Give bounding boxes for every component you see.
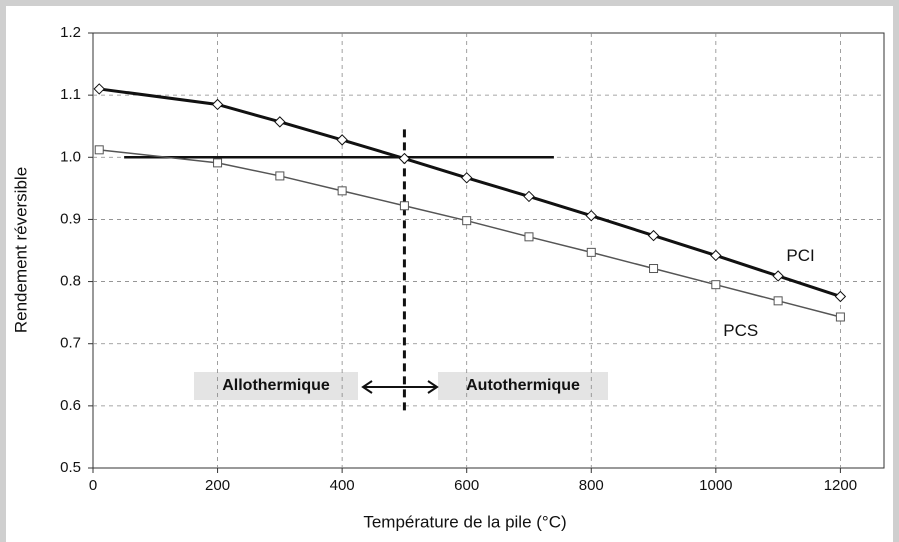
marker xyxy=(711,280,721,290)
y-tick-label: 1.1 xyxy=(60,86,81,103)
y-tick-label: 0.9 xyxy=(60,210,81,227)
marker xyxy=(462,216,472,226)
series-label: PCI xyxy=(786,246,814,265)
marker xyxy=(336,134,348,146)
y-tick-label: 0.8 xyxy=(60,273,81,290)
annotation-box xyxy=(194,372,358,400)
x-tick-label: 1200 xyxy=(824,477,857,494)
double-arrow xyxy=(361,380,439,394)
marker xyxy=(710,249,722,262)
marker xyxy=(772,270,784,282)
series-line xyxy=(99,149,841,318)
x-tick-label: 0 xyxy=(89,477,97,494)
x-tick-label: 600 xyxy=(454,477,479,494)
marker xyxy=(834,290,847,303)
y-tick-label: 1.2 xyxy=(60,24,81,41)
x-tick-label: 400 xyxy=(330,477,355,494)
marker xyxy=(773,296,783,306)
marker xyxy=(94,145,104,155)
marker xyxy=(211,98,224,111)
plot-area xyxy=(92,32,885,469)
y-axis-label: Rendement réversible xyxy=(11,167,30,333)
annotation: Autothermique xyxy=(466,377,580,394)
y-tick-label: 1.0 xyxy=(60,148,81,165)
marker xyxy=(399,201,409,211)
marker xyxy=(524,232,534,242)
x-tick-label: 800 xyxy=(579,477,604,494)
marker xyxy=(274,116,286,128)
y-tick-label: 0.5 xyxy=(60,459,81,476)
y-tick-label: 0.6 xyxy=(60,397,81,414)
marker xyxy=(586,247,596,257)
series-label: PCS xyxy=(723,321,758,340)
marker xyxy=(649,264,659,274)
annotation: Allothermique xyxy=(222,377,330,394)
y-tick-label: 0.7 xyxy=(60,335,81,352)
x-tick-label: 200 xyxy=(205,477,230,494)
marker xyxy=(647,229,660,242)
marker xyxy=(275,171,285,181)
marker xyxy=(213,158,223,168)
background xyxy=(6,6,893,542)
marker xyxy=(398,152,411,165)
marker xyxy=(93,83,105,95)
series-line xyxy=(99,87,841,298)
marker xyxy=(585,209,597,222)
marker xyxy=(337,186,347,196)
marker xyxy=(523,190,535,203)
x-tick-label: 1000 xyxy=(699,477,732,494)
marker xyxy=(460,172,473,184)
x-axis-label: Température de la pile (°C) xyxy=(363,512,566,531)
marker xyxy=(835,312,845,322)
